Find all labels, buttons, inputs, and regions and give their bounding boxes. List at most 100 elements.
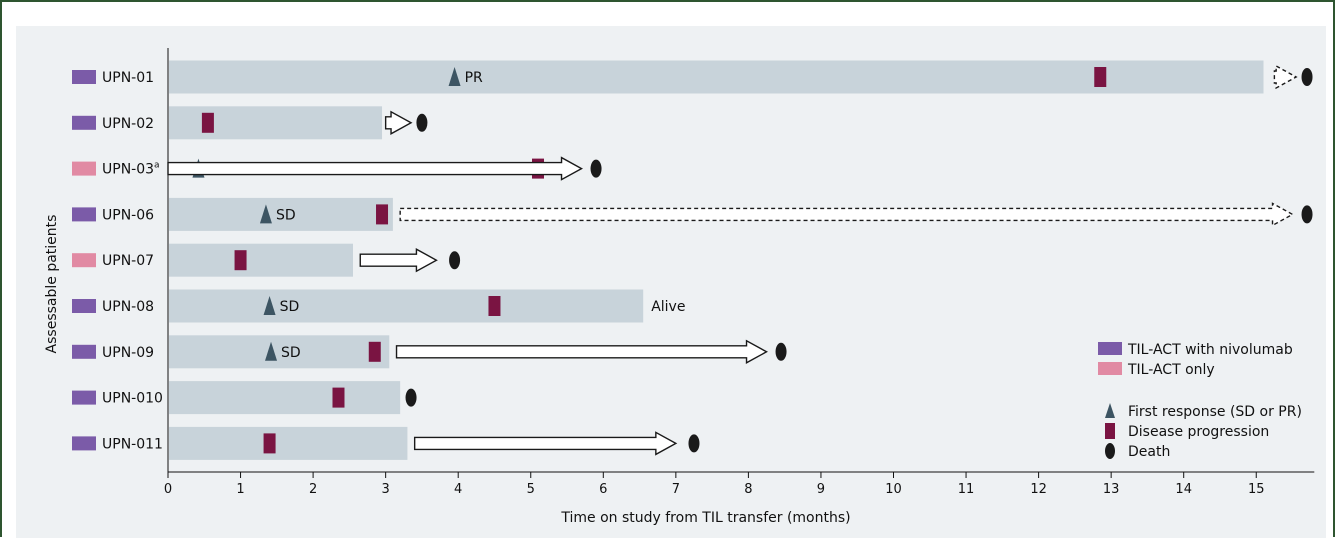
- x-tick-label: 11: [958, 482, 975, 497]
- death-marker: [405, 388, 417, 407]
- legend-death-icon: [1105, 443, 1115, 459]
- x-tick-label: 4: [454, 482, 462, 497]
- legend-label: TIL-ACT only: [1127, 362, 1215, 378]
- legend-label: Disease progression: [1128, 424, 1269, 440]
- group-swatch: [72, 70, 96, 84]
- response-label: SD: [280, 299, 300, 315]
- x-tick-label: 14: [1175, 482, 1192, 497]
- patient-row: UPN-011: [72, 426, 700, 460]
- response-marker: [265, 341, 278, 361]
- group-swatch: [72, 390, 96, 405]
- legend-label: Death: [1128, 444, 1170, 460]
- x-tick-label: 9: [817, 482, 825, 497]
- follow-up-arrow: [384, 110, 413, 135]
- patient-label: UPN-02: [102, 116, 154, 132]
- response-label: SD: [276, 207, 296, 223]
- duration-bar: [169, 243, 354, 277]
- patient-label: UPN-08: [102, 299, 154, 315]
- death-marker: [590, 159, 602, 178]
- status-note: Alive: [651, 299, 685, 315]
- x-tick-label: 1: [236, 482, 244, 497]
- group-swatch: [72, 161, 96, 176]
- duration-bar: [169, 426, 408, 460]
- progression-marker: [376, 204, 389, 225]
- group-swatch: [72, 436, 96, 451]
- follow-up-arrow: [395, 339, 768, 364]
- x-tick-label: 12: [1030, 482, 1047, 497]
- progression-marker: [263, 433, 276, 454]
- patient-row: UPN-07: [72, 243, 461, 277]
- legend-swatch: [1098, 362, 1122, 375]
- legend-label: First response (SD or PR): [1128, 404, 1302, 420]
- patient-row: UPN-09 SD: [72, 335, 787, 369]
- death-marker: [449, 251, 461, 270]
- duration-bar: [169, 381, 401, 415]
- death-marker: [688, 434, 700, 453]
- patient-row: UPN-08 SD Alive: [72, 289, 685, 323]
- progression-marker: [488, 296, 501, 316]
- x-tick-label: 10: [885, 482, 902, 497]
- legend-swatch: [1098, 342, 1122, 355]
- x-tick-label: 2: [309, 482, 317, 497]
- progression-marker: [368, 341, 381, 362]
- duration-bar: [169, 106, 383, 140]
- patient-label: UPN-03a: [102, 161, 160, 178]
- duration-bar: [169, 60, 1264, 94]
- response-marker: [259, 204, 272, 224]
- x-tick-label: 15: [1248, 482, 1265, 497]
- patient-label: UPN-07: [102, 253, 154, 269]
- patient-label: UPN-06: [102, 207, 154, 223]
- death-marker: [416, 113, 428, 132]
- follow-up-arrow-dashed: [1273, 64, 1298, 90]
- patient-row: UPN-02: [72, 106, 428, 140]
- legend: TIL-ACT with nivolumab TIL-ACT only First …: [1098, 342, 1302, 460]
- x-axis-title: Time on study from TIL transfer (months): [560, 510, 850, 526]
- y-axis-title: Assessable patients: [44, 215, 60, 354]
- x-tick-label: 0: [164, 482, 172, 497]
- group-swatch: [72, 253, 96, 268]
- death-marker: [775, 342, 787, 361]
- response-marker: [448, 67, 461, 86]
- death-marker: [1301, 68, 1313, 86]
- x-tick-label: 3: [382, 482, 390, 497]
- x-tick-label: 13: [1103, 482, 1120, 497]
- progression-marker: [234, 250, 247, 271]
- x-tick-label: 6: [599, 482, 607, 497]
- x-tick-label: 8: [744, 482, 752, 497]
- x-tick-label: 7: [672, 482, 680, 497]
- patient-label: UPN-010: [102, 391, 163, 407]
- patient-row: UPN-010: [72, 381, 417, 415]
- progression-marker: [1094, 67, 1107, 87]
- x-tick-label: 5: [527, 482, 535, 497]
- duration-bar: [169, 335, 390, 369]
- patient-row: UPN-01 PR: [72, 60, 1313, 94]
- duration-bar: [169, 289, 644, 323]
- legend-response-icon: [1105, 403, 1115, 418]
- follow-up-arrow: [359, 248, 438, 273]
- group-swatch: [72, 115, 96, 130]
- patient-row: UPN-06 SD: [72, 197, 1313, 231]
- patient-label: UPN-011: [102, 436, 163, 452]
- response-label: PR: [465, 70, 483, 86]
- patient-label: UPN-09: [102, 345, 154, 361]
- patient-label: UPN-01: [102, 70, 154, 86]
- legend-progression-icon: [1105, 423, 1115, 439]
- patient-label-superscript: a: [154, 161, 160, 171]
- legend-label: TIL-ACT with nivolumab: [1127, 342, 1293, 358]
- group-swatch: [72, 299, 96, 313]
- death-marker: [1301, 205, 1313, 224]
- follow-up-arrow-dashed: [399, 202, 1294, 227]
- response-label: SD: [281, 345, 301, 361]
- duration-bar: [169, 197, 393, 231]
- chart-panel: 0 1 2 3 4 5 6 7 8 9 10 11 12 13 14 15 UPN-01 PR UPN-02 UPN-…: [16, 26, 1326, 538]
- follow-up-arrow: [413, 431, 678, 456]
- group-swatch: [72, 207, 96, 222]
- group-swatch: [72, 344, 96, 359]
- response-marker: [263, 296, 276, 315]
- progression-marker: [201, 112, 214, 133]
- progression-marker: [332, 387, 345, 408]
- follow-up-arrow: [167, 156, 583, 181]
